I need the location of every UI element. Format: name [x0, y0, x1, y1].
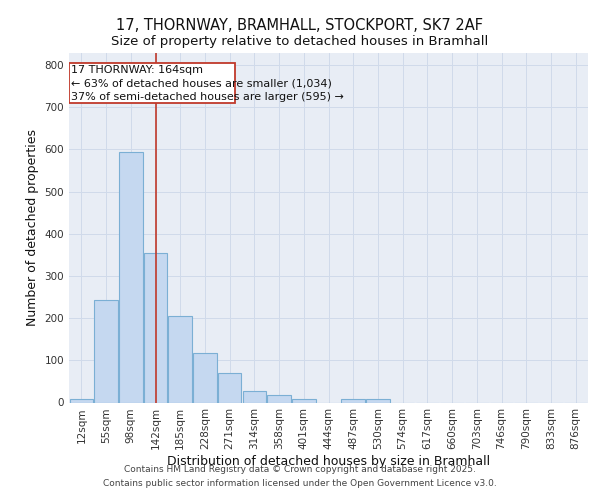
Y-axis label: Number of detached properties: Number of detached properties [26, 129, 39, 326]
Text: Contains HM Land Registry data © Crown copyright and database right 2025.
Contai: Contains HM Land Registry data © Crown c… [103, 466, 497, 487]
Bar [94, 300, 118, 402]
Text: 17, THORNWAY, BRAMHALL, STOCKPORT, SK7 2AF: 17, THORNWAY, BRAMHALL, STOCKPORT, SK7 2… [116, 18, 484, 32]
Bar [341, 399, 365, 402]
Bar [144, 253, 167, 402]
Text: Size of property relative to detached houses in Bramhall: Size of property relative to detached ho… [112, 35, 488, 48]
Bar [366, 399, 389, 402]
Text: 17 THORNWAY: 164sqm: 17 THORNWAY: 164sqm [71, 66, 203, 76]
Bar [218, 373, 241, 402]
Bar [193, 352, 217, 403]
Text: 37% of semi-detached houses are larger (595) →: 37% of semi-detached houses are larger (… [71, 92, 344, 102]
Bar [119, 152, 143, 402]
Bar [242, 390, 266, 402]
FancyBboxPatch shape [69, 63, 235, 103]
Bar [169, 316, 192, 402]
Bar [70, 399, 93, 402]
X-axis label: Distribution of detached houses by size in Bramhall: Distribution of detached houses by size … [167, 455, 490, 468]
Bar [292, 399, 316, 402]
Bar [268, 395, 291, 402]
Text: ← 63% of detached houses are smaller (1,034): ← 63% of detached houses are smaller (1,… [71, 78, 332, 88]
